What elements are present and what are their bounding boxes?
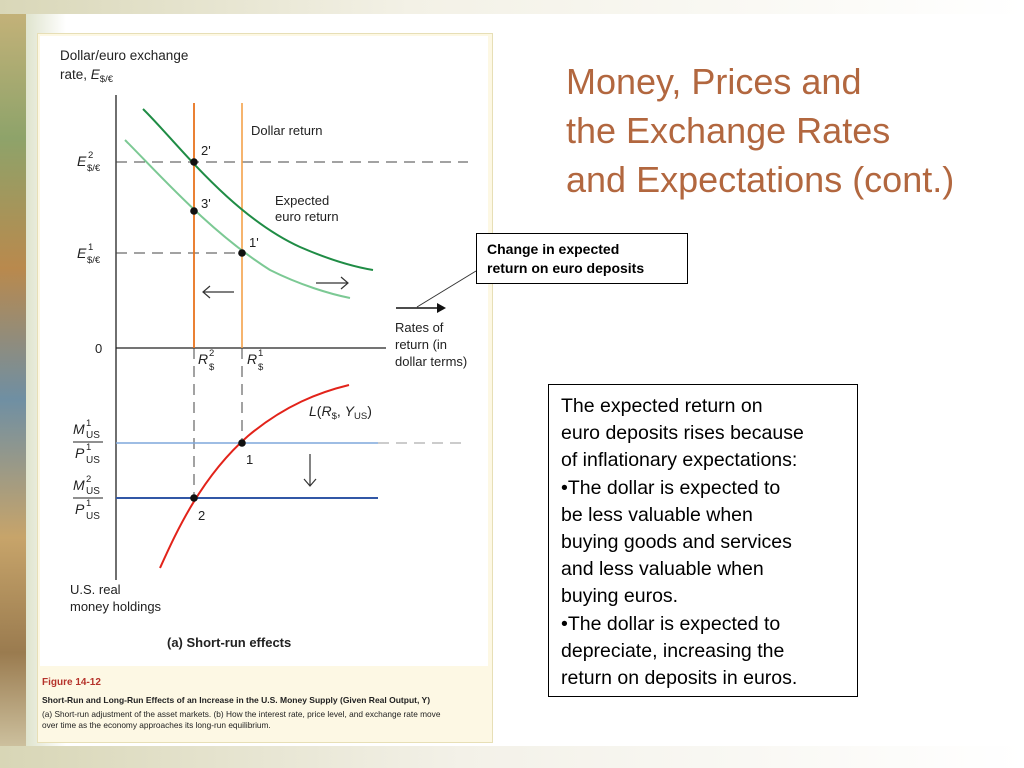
svg-text:US: US	[86, 486, 100, 497]
callout-line: Change in expected	[487, 241, 620, 257]
figure-caption: Figure 14-12 Short-Run and Long-Run Effe…	[42, 677, 482, 731]
svg-text:M: M	[73, 477, 85, 493]
callout-box: Change in expected return on euro deposi…	[476, 233, 688, 284]
origin-label: 0	[95, 341, 102, 356]
money-demand-label: L(R$, YUS)	[309, 403, 372, 422]
point-3-prime	[190, 207, 198, 215]
svg-text:US: US	[86, 511, 100, 522]
explanation-line: •The dollar is expected to	[561, 476, 781, 499]
explanation-line: The expected return on	[561, 395, 763, 417]
figure-number: Figure 14-12	[42, 677, 101, 688]
svg-text:$/€: $/€	[87, 255, 101, 266]
svg-text:1: 1	[86, 442, 91, 453]
figure-caption-title: Short-Run and Long-Run Effects of an Inc…	[42, 695, 431, 705]
svg-text:1: 1	[258, 348, 263, 359]
label-3-prime: 3'	[201, 196, 211, 211]
expected-return-label-line2: euro return	[275, 209, 339, 224]
expected-return-label: Expected	[275, 193, 329, 208]
explanation-line: buying euros.	[561, 585, 679, 608]
e1-tick-label: E 1 $/€	[77, 242, 101, 266]
slide-title-line: the Exchange Rates	[566, 110, 891, 151]
figure-caption-description: (a) Short-run adjustment of the asset ma…	[42, 709, 482, 731]
svg-text:2: 2	[209, 348, 214, 359]
svg-text:US: US	[86, 430, 100, 441]
svg-text:1: 1	[86, 418, 91, 429]
svg-text:P: P	[75, 445, 85, 461]
r2-tick-label: R 2 $	[198, 348, 215, 373]
point-1	[238, 439, 246, 447]
svg-text:1: 1	[86, 498, 91, 509]
explanation-line: euro deposits rises because	[561, 422, 804, 445]
shift-right-arrow	[316, 276, 349, 290]
svg-text:$/€: $/€	[87, 163, 101, 174]
svg-text:R: R	[198, 351, 208, 367]
svg-text:R: R	[247, 351, 257, 367]
explanation-line: of inflationary expectations:	[561, 449, 798, 472]
y-axis-label-line2: rate, E$/€	[60, 67, 114, 85]
money-demand-curve	[159, 384, 350, 569]
svg-text:M: M	[73, 421, 85, 437]
x-axis-label: Rates of	[395, 320, 444, 335]
svg-text:E: E	[77, 245, 87, 261]
decorative-top-band	[0, 0, 1024, 14]
explanation-line: buying goods and services	[561, 531, 792, 554]
explanation-line: depreciate, increasing the	[561, 639, 785, 662]
callout-line: return on euro deposits	[487, 260, 645, 276]
caption-desc-line: (a) Short-run adjustment of the asset ma…	[42, 709, 441, 719]
explanation-line: be less valuable when	[561, 503, 753, 526]
r1-tick-label: R 1 $	[247, 348, 264, 373]
explanation-line: return on deposits in euros.	[561, 667, 798, 690]
slide-title: Money, Prices and the Exchange Rates and…	[566, 57, 1006, 204]
x-axis-label-line2: return (in	[395, 337, 447, 352]
svg-text:US: US	[86, 455, 100, 466]
shift-down-arrow	[303, 454, 317, 487]
svg-text:P: P	[75, 501, 85, 517]
expected-euro-return-old-curve	[124, 139, 351, 299]
slide-title-line: Money, Prices and	[566, 61, 862, 102]
explanation-text-box: The expected return on euro deposits ris…	[548, 384, 858, 697]
svg-text:1: 1	[88, 242, 93, 253]
dollar-return-label: Dollar return	[251, 123, 323, 138]
explanation-line: •The dollar is expected to	[561, 612, 781, 635]
point-2	[190, 494, 198, 502]
holdings-label-line2: money holdings	[70, 599, 162, 614]
decorative-side-strip	[0, 0, 26, 768]
label-point-1: 1	[246, 452, 253, 467]
m1-p1-tick-label: M 1 US P 1 US	[73, 418, 103, 466]
caption-desc-line: over time as the economy approaches its …	[42, 720, 271, 730]
point-2-prime	[190, 158, 198, 166]
callout-pointer	[396, 270, 477, 313]
shift-left-arrow	[202, 285, 234, 299]
svg-text:2: 2	[88, 150, 93, 161]
svg-text:E: E	[77, 153, 87, 169]
decorative-bottom-band	[0, 746, 1024, 768]
expected-euro-return-new-curve	[142, 108, 374, 271]
label-2-prime: 2'	[201, 143, 211, 158]
y-axis-label: Dollar/euro exchange	[60, 48, 188, 63]
label-point-2: 2	[198, 508, 205, 523]
label-1-prime: 1'	[249, 235, 259, 250]
panel-label: (a) Short-run effects	[167, 635, 291, 650]
x-axis-label-line3: dollar terms)	[395, 354, 467, 369]
figure-plot-area	[40, 36, 488, 666]
svg-text:$: $	[258, 362, 264, 373]
svg-text:2: 2	[86, 474, 91, 485]
svg-text:L(R$, YUS): L(R$, YUS)	[309, 403, 372, 422]
m2-p1-tick-label: M 2 US P 1 US	[73, 474, 103, 522]
explanation-line: and less valuable when	[561, 558, 764, 581]
e2-tick-label: E 2 $/€	[77, 150, 101, 174]
holdings-label: U.S. real	[70, 582, 121, 597]
slide-title-line: and Expectations (cont.)	[566, 159, 955, 200]
svg-text:$: $	[209, 362, 215, 373]
point-1-prime	[238, 249, 246, 257]
